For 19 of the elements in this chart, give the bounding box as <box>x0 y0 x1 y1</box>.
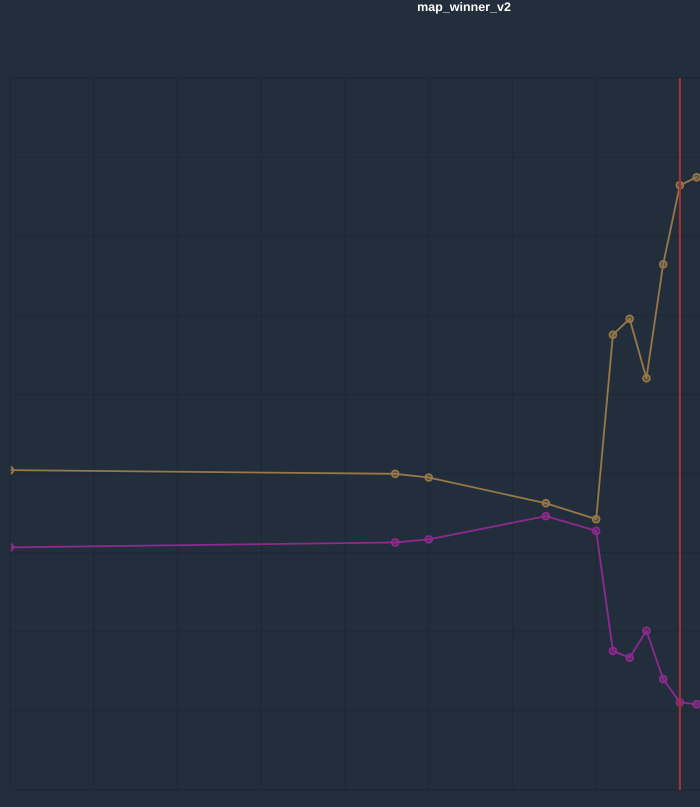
point <box>424 535 433 544</box>
point <box>625 653 634 662</box>
chart-title: map_winner_v2 <box>418 2 510 14</box>
point <box>692 172 700 182</box>
point <box>390 470 400 478</box>
point <box>608 646 618 656</box>
point <box>592 514 600 524</box>
point <box>642 374 651 383</box>
point <box>658 260 668 269</box>
point <box>592 526 600 536</box>
point <box>608 330 618 340</box>
point <box>692 700 700 709</box>
point <box>542 498 550 508</box>
point <box>424 473 433 482</box>
point <box>542 512 550 520</box>
point <box>625 314 634 324</box>
point <box>390 538 400 547</box>
point <box>658 674 668 684</box>
point <box>642 626 651 635</box>
